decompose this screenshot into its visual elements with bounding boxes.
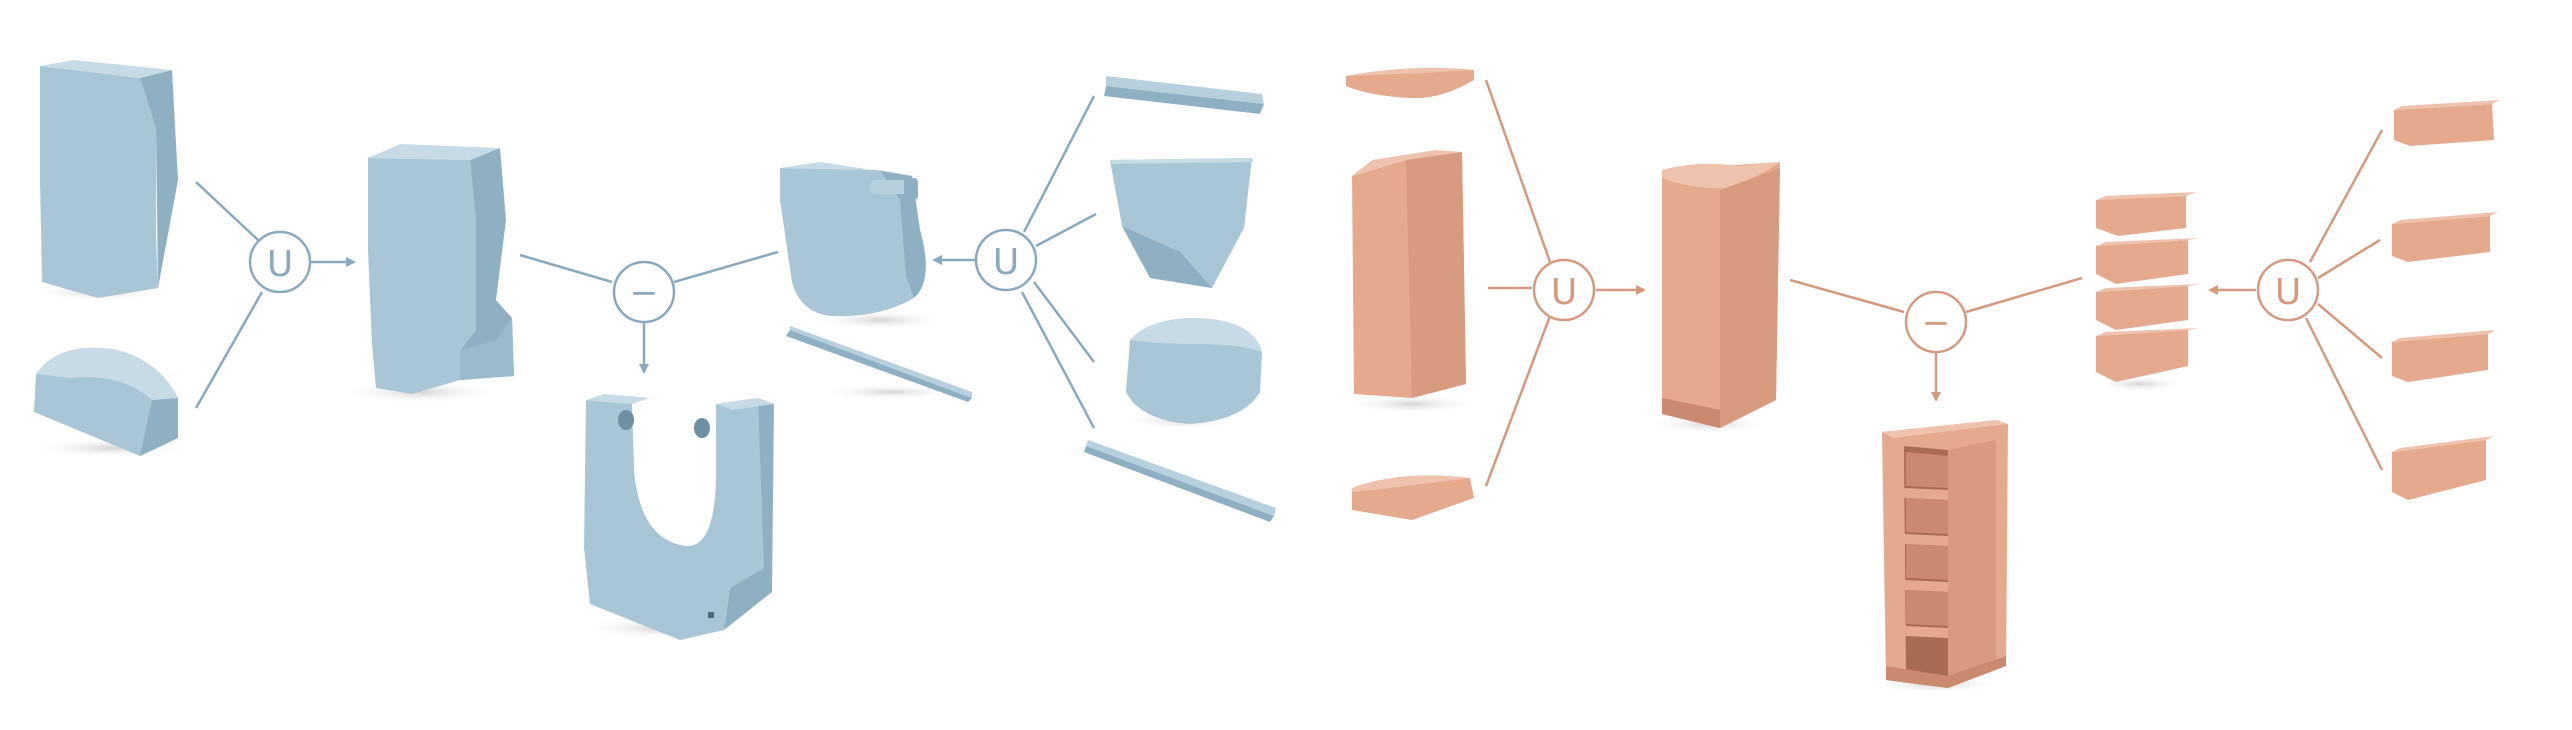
connector-line (1035, 212, 1097, 248)
orange-union-operator-1: U (1532, 258, 1596, 322)
orange-bookshelf-result (1882, 420, 2008, 688)
blue-difference-operator: − (612, 260, 676, 324)
orange-connectors (1484, 79, 2384, 487)
blue-thin-bar-bottom (1084, 440, 1276, 522)
blue-difference-result (584, 394, 774, 640)
blue-cylinder (1126, 318, 1262, 424)
orange-bottom-base (1352, 475, 1474, 520)
connector-line (1022, 95, 1096, 233)
difference-symbol: − (630, 273, 659, 313)
connector-line (194, 291, 264, 409)
orange-difference-operator: − (1904, 290, 1968, 354)
union-symbol: U (993, 242, 1019, 283)
connector-line (1020, 291, 1096, 429)
orange-tall-box (1352, 150, 1466, 398)
orange-slab-3 (2392, 330, 2496, 382)
orange-slab-2 (2392, 212, 2498, 262)
orange-shadows (1342, 376, 2186, 694)
connector-line (1789, 278, 1905, 314)
orange-slab-4 (2392, 436, 2494, 500)
blue-rounded-block (34, 347, 178, 456)
blue-connectors (194, 95, 1097, 429)
connector-line (195, 181, 259, 241)
blue-union-result (368, 144, 514, 394)
connector-line (2308, 129, 2384, 263)
connector-line (2317, 303, 2383, 359)
blue-tapered-block (40, 60, 178, 298)
blue-wedge (1110, 158, 1254, 288)
connector-line (1484, 79, 1552, 263)
orange-pipeline: U − U (1342, 68, 2500, 694)
union-symbol: U (1551, 272, 1577, 313)
orange-slab-1 (2394, 100, 2500, 146)
connector-line (1965, 276, 2083, 314)
connector-line (519, 253, 613, 284)
connector-line (1033, 281, 1095, 363)
blue-thin-bar-top (1104, 76, 1264, 114)
connector-line (2317, 238, 2381, 280)
connector-line (673, 250, 779, 284)
orange-slab-stack (2096, 192, 2198, 382)
connector-line (2304, 317, 2384, 471)
union-symbol: U (267, 244, 293, 285)
orange-top-cap (1346, 68, 1474, 99)
blue-union-operator-1: U (248, 230, 312, 294)
orange-union-operator-2: U (2256, 258, 2320, 322)
orange-union-result (1662, 162, 1780, 428)
union-symbol: U (2275, 272, 2301, 313)
blue-tool-union-result (780, 162, 972, 402)
blue-union-operator-2: U (974, 228, 1038, 292)
connector-line (1484, 315, 1552, 487)
difference-symbol: − (1922, 303, 1951, 343)
blue-pipeline: U − U (30, 60, 1276, 640)
